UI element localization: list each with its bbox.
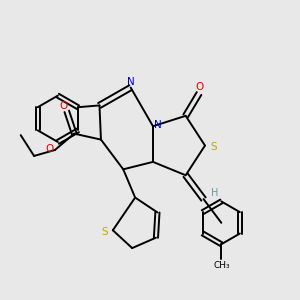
Text: O: O (45, 144, 54, 154)
Text: H: H (211, 188, 218, 197)
Text: O: O (60, 101, 68, 111)
Text: S: S (210, 142, 217, 152)
Text: S: S (101, 227, 108, 237)
Text: N: N (154, 120, 162, 130)
Text: CH₃: CH₃ (213, 260, 230, 269)
Text: N: N (127, 76, 135, 87)
Text: O: O (196, 82, 204, 92)
